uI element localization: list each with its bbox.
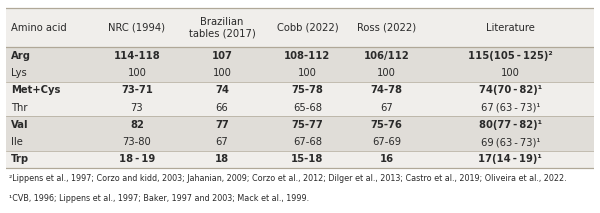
- Text: 74(70 - 82)¹: 74(70 - 82)¹: [479, 85, 542, 95]
- Text: 115(105 - 125)²: 115(105 - 125)²: [468, 51, 553, 61]
- Text: 77: 77: [215, 120, 229, 130]
- Text: 114-118: 114-118: [113, 51, 160, 61]
- Text: 66: 66: [216, 102, 229, 112]
- Text: 75-77: 75-77: [292, 120, 323, 130]
- Text: ²Lippens et al., 1997; Corzo and kidd, 2003; Jahanian, 2009; Corzo et al., 2012;: ²Lippens et al., 1997; Corzo and kidd, 2…: [9, 174, 566, 183]
- Text: 73-71: 73-71: [121, 85, 153, 95]
- Text: 108-112: 108-112: [284, 51, 331, 61]
- Text: ¹CVB, 1996; Lippens et al., 1997; Baker, 1997 and 2003; Mack et al., 1999.: ¹CVB, 1996; Lippens et al., 1997; Baker,…: [9, 194, 309, 203]
- Text: Val: Val: [11, 120, 28, 130]
- Text: 65-68: 65-68: [293, 102, 322, 112]
- Text: 74: 74: [215, 85, 229, 95]
- Text: Lys: Lys: [11, 68, 26, 78]
- Text: 100: 100: [212, 68, 232, 78]
- Bar: [6, 151, 594, 168]
- Text: 106/112: 106/112: [364, 51, 410, 61]
- Text: Met+Cys: Met+Cys: [11, 85, 60, 95]
- Text: 75-78: 75-78: [292, 85, 323, 95]
- Text: 18: 18: [215, 154, 229, 164]
- Text: Thr: Thr: [11, 102, 27, 112]
- Text: 18 - 19: 18 - 19: [119, 154, 155, 164]
- Text: Literature: Literature: [486, 23, 535, 33]
- Text: 73-80: 73-80: [122, 137, 151, 147]
- Text: Ross (2022): Ross (2022): [357, 23, 416, 33]
- Text: 100: 100: [377, 68, 396, 78]
- Bar: [6, 47, 594, 82]
- Text: 67-69: 67-69: [372, 137, 401, 147]
- Text: 73: 73: [131, 102, 143, 112]
- Text: 100: 100: [127, 68, 146, 78]
- Text: Ile: Ile: [11, 137, 23, 147]
- Text: 74-78: 74-78: [371, 85, 403, 95]
- Text: 100: 100: [501, 68, 520, 78]
- Text: 69 (63 - 73)¹: 69 (63 - 73)¹: [481, 137, 540, 147]
- Text: 17(14 - 19)¹: 17(14 - 19)¹: [478, 154, 542, 164]
- Text: 75-76: 75-76: [371, 120, 403, 130]
- Bar: [6, 116, 594, 151]
- Text: 82: 82: [130, 120, 144, 130]
- Text: Trp: Trp: [11, 154, 29, 164]
- Text: 67-68: 67-68: [293, 137, 322, 147]
- Text: 80(77 - 82)¹: 80(77 - 82)¹: [479, 120, 542, 130]
- Bar: [6, 8, 594, 47]
- Text: 67: 67: [216, 137, 229, 147]
- Text: 100: 100: [298, 68, 317, 78]
- Text: 15-18: 15-18: [291, 154, 323, 164]
- Text: Brazilian
tables (2017): Brazilian tables (2017): [189, 16, 256, 39]
- Text: 67 (63 - 73)¹: 67 (63 - 73)¹: [481, 102, 540, 112]
- Text: Amino acid: Amino acid: [11, 23, 67, 33]
- Text: 107: 107: [212, 51, 233, 61]
- Bar: [6, 82, 594, 116]
- Text: Cobb (2022): Cobb (2022): [277, 23, 338, 33]
- Text: NRC (1994): NRC (1994): [109, 23, 166, 33]
- Text: Arg: Arg: [11, 51, 31, 61]
- Text: 16: 16: [380, 154, 394, 164]
- Text: 67: 67: [380, 102, 393, 112]
